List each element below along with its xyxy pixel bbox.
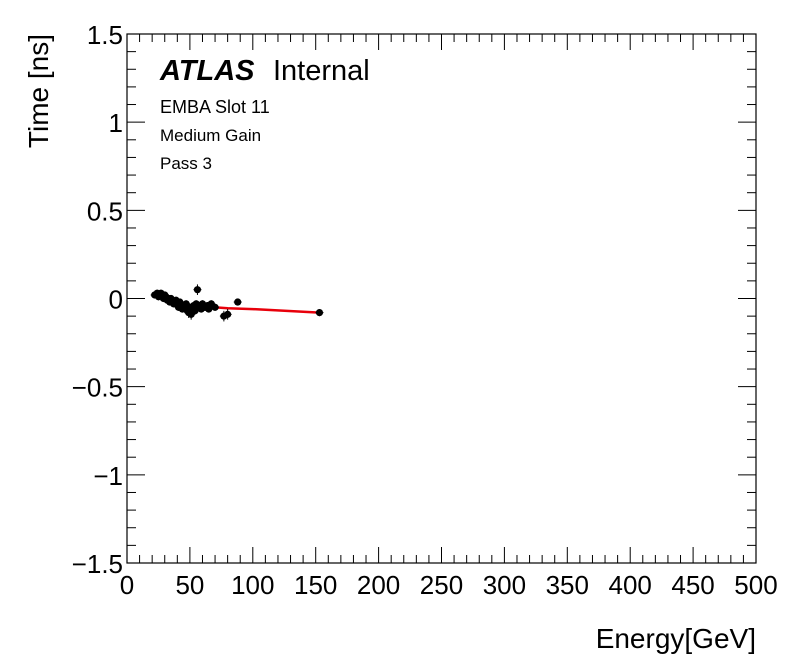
axis-ticks <box>126 33 757 564</box>
y-tick-label: −1 <box>93 461 123 491</box>
point-marker <box>315 309 324 317</box>
x-axis-label: Energy[GeV] <box>596 623 756 654</box>
axis-tick-labels: 0 50 100 150 200 250 300 350 400 450 500 −1.5 −1 −0.5… <box>72 20 778 600</box>
point-marker <box>224 310 232 318</box>
internal-label: Internal <box>273 55 370 87</box>
y-tick-label: 1.5 <box>87 20 123 50</box>
x-tick-label: 50 <box>175 570 204 600</box>
annotation-gain: Medium Gain <box>160 126 261 145</box>
x-tick-label: 300 <box>483 570 526 600</box>
atlas-label: ATLAS <box>159 55 255 87</box>
annotation-pass: Pass 3 <box>160 154 212 173</box>
x-tick-label: 0 <box>120 570 134 600</box>
x-tick-label: 450 <box>671 570 714 600</box>
x-tick-label: 250 <box>420 570 463 600</box>
x-tick-label: 400 <box>609 570 652 600</box>
data-point <box>193 284 202 295</box>
x-tick-label: 100 <box>231 570 274 600</box>
y-tick-label: −0.5 <box>72 373 123 403</box>
point-marker <box>211 303 219 311</box>
data-point <box>233 298 242 306</box>
y-tick-label: 0 <box>109 285 123 315</box>
y-tick-label: 1 <box>109 108 123 138</box>
x-tick-label: 500 <box>734 570 777 600</box>
x-tick-label: 150 <box>294 570 337 600</box>
x-tick-label: 350 <box>546 570 589 600</box>
annotation-slot: EMBA Slot 11 <box>160 97 270 117</box>
point-marker <box>234 298 242 306</box>
data-point <box>223 309 232 320</box>
data-points-group <box>150 284 324 322</box>
x-tick-label: 200 <box>357 570 400 600</box>
y-tick-label: 0.5 <box>87 196 123 226</box>
point-marker <box>193 286 202 294</box>
y-tick-label: −1.5 <box>72 549 123 579</box>
y-axis-label: Time [ns] <box>23 34 54 148</box>
data-point <box>315 309 324 317</box>
data-point <box>211 303 220 311</box>
